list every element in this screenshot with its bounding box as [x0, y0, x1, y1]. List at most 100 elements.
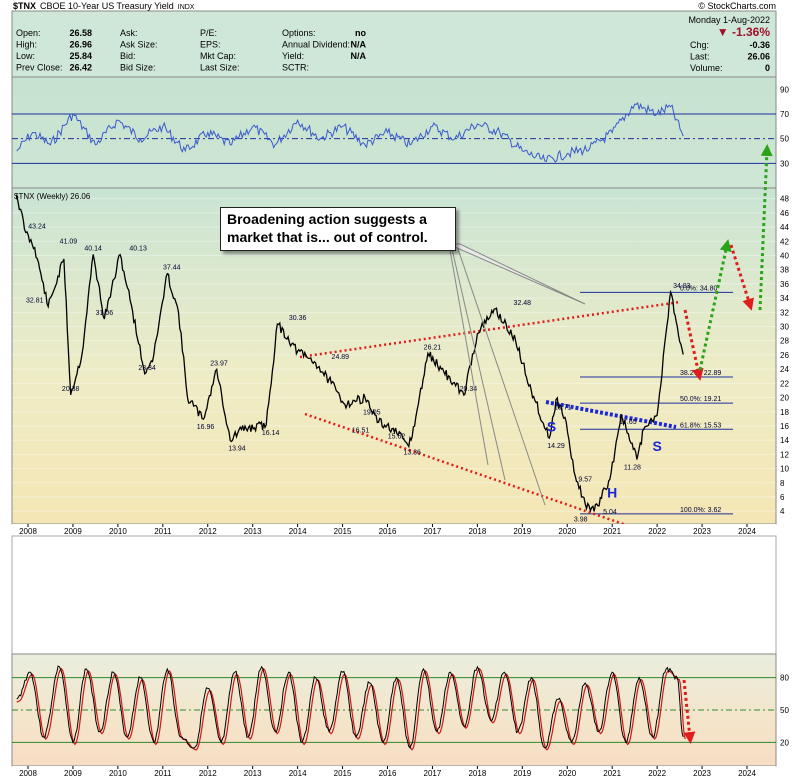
red-arrow-down-1 [683, 309, 704, 381]
x-axis-label: 2009 [64, 769, 82, 778]
header-field-value: -0.36 [749, 40, 770, 50]
price-tick-label: 26 [780, 351, 789, 360]
price-tick-label: 44 [780, 223, 789, 232]
fib-level-label: 38.2%: 22.89 [680, 370, 721, 377]
annotation-callout: Broadening action suggests a market that… [220, 207, 456, 251]
price-data-label: 40.14 [84, 245, 102, 252]
spacer-panel [11, 535, 777, 655]
lower-trendline [304, 412, 685, 547]
stoch-signal-line [16, 667, 686, 751]
price-panel [11, 187, 777, 525]
price-data-label: 23.34 [138, 365, 156, 372]
price-tick-label: 10 [780, 465, 789, 474]
x-axis-bottom: 2008 2009 2010 2011 2012 2013 2014 2015 2016 2017… [12, 766, 776, 778]
header-field-label: Low: [16, 51, 35, 61]
header-field-value: 26.42 [69, 63, 92, 73]
stoch-tick-label: 80 [780, 674, 789, 683]
pattern-label: S [547, 419, 556, 435]
header-field-value: 26.96 [69, 40, 92, 50]
price-data-label: 30.36 [289, 315, 307, 322]
price-data-label: 14.29 [547, 443, 565, 450]
price-data-label: 37.44 [163, 265, 181, 272]
pattern-label: S [652, 438, 661, 454]
price-tick-label: 32 [780, 308, 789, 317]
stoch-tick-label: 50 [780, 706, 789, 715]
price-tick-label: 6 [780, 493, 785, 502]
header-field-label: EPS: [200, 40, 221, 50]
price-data-label: 40.13 [129, 246, 147, 253]
header-field-label: Ask: [120, 28, 138, 38]
price-tick-label: 40 [780, 251, 789, 260]
price-tick-label: 30 [780, 323, 789, 332]
green-arrow-up-2 [758, 144, 773, 311]
x-axis-label: 2010 [109, 769, 127, 778]
x-axis-band [12, 524, 776, 536]
x-axis-label: 2020 [558, 769, 576, 778]
header-field-label: Open: [16, 28, 41, 38]
price-data-label: 41.09 [60, 239, 78, 246]
x-axis-label: 2019 [513, 527, 531, 536]
x-axis-label: 2008 [19, 527, 37, 536]
price-tick-label: 12 [780, 450, 789, 459]
price-data-label: 20.34 [460, 386, 478, 393]
price-tick-label: 20 [780, 394, 789, 403]
x-axis-label: 2014 [289, 769, 307, 778]
price-layer: 4681012141618202224262830323436384042444… [12, 195, 789, 547]
x-axis-label: 2022 [648, 769, 666, 778]
callout-pointer-line [457, 248, 546, 506]
header-field-value: N/A [351, 40, 367, 50]
price-data-label: 16.51 [352, 427, 370, 434]
price-data-label: 34.83 [673, 283, 691, 290]
callout-pointers [447, 243, 586, 506]
x-axis-label: 2008 [19, 769, 37, 778]
price-data-label: 11.28 [624, 464, 641, 471]
price-data-label: 5.04 [603, 509, 617, 516]
header-field-label: Annual Dividend: [282, 40, 350, 50]
price-data-label: 16.14 [262, 430, 280, 437]
x-axis-label: 2018 [468, 527, 486, 536]
ticker-name: CBOE 10-Year US Treasury Yield [40, 1, 174, 11]
rsi-layer: 90 70 50 30 [12, 85, 789, 168]
header-field-value: 25.84 [69, 51, 92, 61]
x-axis-band [12, 766, 776, 778]
price-tick-label: 14 [780, 436, 789, 445]
x-axis-label: 2018 [468, 769, 486, 778]
header-field-value: N/A [351, 51, 367, 61]
ticker-title: $TNX CBOE 10-Year US Treasury Yield INDX [13, 1, 195, 11]
header-field-label: SCTR: [282, 63, 309, 73]
price-tick-label: 36 [780, 280, 789, 289]
fib-level-label: 61.8%: 15.53 [680, 422, 721, 429]
price-data-label: 20.38 [62, 386, 80, 393]
x-axis-label: 2009 [64, 527, 82, 536]
price-tick-label: 34 [780, 294, 789, 303]
header-field-label: Options: [282, 28, 316, 38]
header-panel [11, 10, 777, 78]
brand-label: © StockCharts.com [698, 1, 776, 11]
red-arrow-down-stoch [682, 679, 696, 744]
x-axis-label: 2024 [738, 769, 756, 778]
x-axis-label: 2014 [289, 527, 307, 536]
stoch-layer: 80 50 20 [12, 665, 789, 751]
x-axis-top: 2008 2009 2010 2011 2012 2013 2014 2015 2016 2017… [12, 524, 776, 536]
header-field-label: Bid: [120, 51, 136, 61]
rsi-tick-label: 90 [780, 85, 789, 94]
header-field-label: High: [16, 40, 37, 50]
price-tick-label: 46 [780, 209, 789, 218]
x-axis-label: 2017 [424, 527, 442, 536]
price-tick-label: 18 [780, 408, 789, 417]
header-field-value: 26.06 [747, 52, 770, 62]
x-axis-label: 2020 [558, 527, 576, 536]
x-axis-label: 2022 [648, 527, 666, 536]
pattern-label: H [607, 485, 617, 501]
upper-trendline [299, 300, 681, 359]
rsi-tick-label: 50 [780, 135, 789, 144]
price-data-label: 17.65 [619, 419, 637, 426]
price-data-label: 32.48 [514, 300, 532, 307]
price-data-label: 26.21 [424, 344, 442, 351]
rsi-tick-label: 70 [780, 110, 789, 119]
price-data-label: 15.62 [388, 434, 406, 441]
header-field-label: Chg: [690, 40, 709, 50]
price-panel-title: $TNX (Weekly) 26.06 [14, 192, 91, 201]
price-data-label: 31.06 [96, 310, 114, 317]
